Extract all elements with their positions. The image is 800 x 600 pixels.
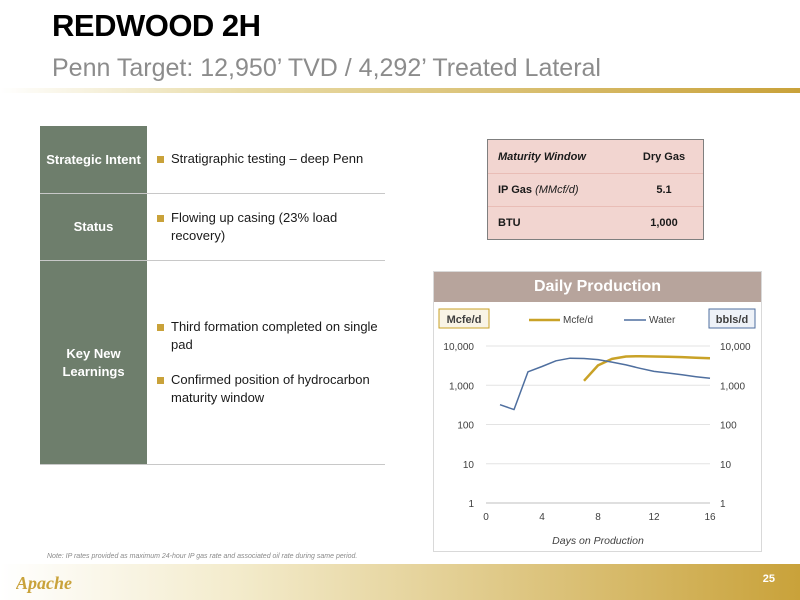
info-label: Strategic Intent [40, 126, 147, 193]
maturity-value: Dry Gas [642, 150, 686, 163]
x-axis-label: Days on Production [552, 535, 644, 547]
page-subtitle: Penn Target: 12,950’ TVD / 4,292’ Treate… [52, 54, 601, 82]
x-tick-label: 16 [704, 512, 716, 523]
y-tick-left: 100 [457, 421, 474, 432]
y-tick-left: 10 [463, 460, 475, 471]
chart-canvas: 1 1 10 10 100 100 1,000 1,000 10,000 10,000 0 4 8 12 1… [438, 308, 756, 547]
page-number: 25 [762, 573, 775, 585]
y-axis-label-right: bbls/d [716, 314, 748, 326]
bullet-item: Third formation completed on single pad [157, 318, 385, 355]
x-tick-label: 0 [483, 512, 489, 523]
maturity-value: 5.1 [656, 184, 672, 196]
apache-logo: Apache [16, 573, 72, 593]
y-tick-right: 100 [720, 421, 737, 432]
y-tick-right: 1,000 [720, 381, 745, 392]
info-body: Flowing up casing (23% load recovery) [147, 194, 385, 260]
y-axis-label-left: Mcfe/d [447, 314, 482, 326]
x-tick-label: 8 [595, 512, 601, 523]
y-tick-left: 10,000 [443, 342, 474, 353]
square-bullet-icon [157, 376, 164, 384]
bullet-text: Flowing up casing (23% load recovery) [171, 209, 338, 243]
y-tick-right: 10 [720, 460, 732, 471]
maturity-key-unit: (MMcf/d) [535, 184, 579, 196]
legend-label-water: Water [649, 315, 676, 326]
y-tick-right: 10,000 [720, 342, 751, 353]
bullet-item: Stratigraphic testing – deep Penn [157, 150, 385, 168]
y-tick-left: 1,000 [449, 381, 474, 392]
info-row-status: Status Flowing up casing (23% load recov… [40, 194, 385, 261]
page-title: REDWOOD 2H [52, 8, 261, 43]
bullet-text: Third formation completed on single pad [171, 318, 378, 353]
y-left-unit-box [438, 308, 490, 329]
maturity-key-label: IP Gas [498, 184, 533, 196]
maturity-key: Maturity Window [488, 151, 625, 163]
footer-band [0, 564, 800, 600]
info-label: Status [40, 194, 147, 260]
bullet-text: Stratigraphic testing – deep Penn [171, 151, 364, 167]
info-row-key-new-learnings: Key New Learnings Third formation comple… [40, 261, 385, 465]
y-tick-left: 1 [468, 499, 474, 510]
bullet-item: Confirmed position of hydrocarbon maturi… [157, 371, 385, 408]
info-row-strategic-intent: Strategic Intent Stratigraphic testing –… [40, 126, 385, 194]
maturity-row: BTU 1,000 [488, 206, 703, 239]
y-right-unit-box [708, 308, 756, 329]
maturity-row: Maturity Window Dry Gas [488, 140, 703, 173]
y-tick-right: 1 [720, 499, 726, 510]
info-table: Strategic Intent Stratigraphic testing –… [40, 126, 385, 465]
bullet-text: Confirmed position of hydrocarbon maturi… [171, 371, 370, 405]
series-line-mcfe [583, 354, 711, 382]
square-bullet-icon [157, 156, 164, 164]
x-tick-label: 12 [648, 512, 660, 523]
maturity-key-label: BTU [498, 217, 521, 229]
info-body: Stratigraphic testing – deep Penn [147, 126, 385, 193]
maturity-key: BTU [488, 217, 625, 229]
legend-label-mcfe: Mcfe/d [563, 315, 593, 326]
info-label: Key New Learnings [40, 261, 147, 464]
title-divider [0, 88, 800, 93]
footnote: Note: IP rates provided as maximum 24-ho… [47, 553, 358, 560]
logo-text: Apache [16, 573, 72, 593]
bullet-item: Flowing up casing (23% load recovery) [157, 209, 385, 246]
x-tick-label: 4 [539, 512, 545, 523]
maturity-table: Maturity Window Dry Gas IP Gas (MMcf/d) … [487, 139, 704, 240]
maturity-row: IP Gas (MMcf/d) 5.1 [488, 173, 703, 206]
chart-title: Daily Production [434, 272, 761, 302]
info-body: Third formation completed on single pad … [147, 261, 385, 464]
daily-production-chart: 1 1 10 10 100 100 1,000 1,000 10,000 10,000 0 4 8 12 1… [433, 271, 762, 552]
square-bullet-icon [157, 323, 164, 331]
square-bullet-icon [157, 214, 164, 222]
series-line-water [499, 357, 711, 411]
maturity-value: 1,000 [650, 217, 678, 229]
maturity-key: IP Gas (MMcf/d) [488, 184, 625, 196]
maturity-key-label: Maturity Window [498, 150, 586, 163]
